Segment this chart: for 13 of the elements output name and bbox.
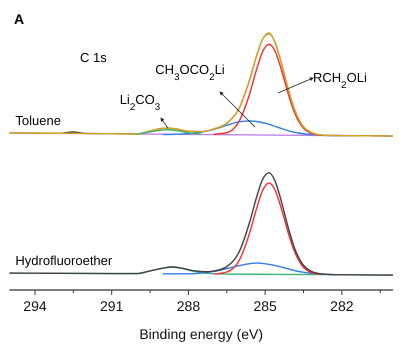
annotation: C 1s [80, 50, 108, 65]
annotation: RCH$_{2}$OLi [313, 70, 367, 90]
annotation: Li$_{2}$CO$_{3}$ [120, 92, 160, 113]
x-axis-title: Binding energy (eV) [139, 326, 264, 342]
x-tick-label: 288 [176, 298, 200, 314]
x-tick-label: 294 [23, 298, 47, 314]
x-tick-label: 285 [253, 298, 278, 314]
series-label: Toluene [15, 112, 61, 128]
series-label: Hydrofluoroether [15, 253, 113, 268]
x-tick-label: 291 [100, 298, 124, 314]
x-tick-label: 282 [330, 298, 354, 314]
annotation: CH$_{3}$OCO$_{2}$Li [155, 62, 225, 82]
text: A [14, 11, 24, 27]
